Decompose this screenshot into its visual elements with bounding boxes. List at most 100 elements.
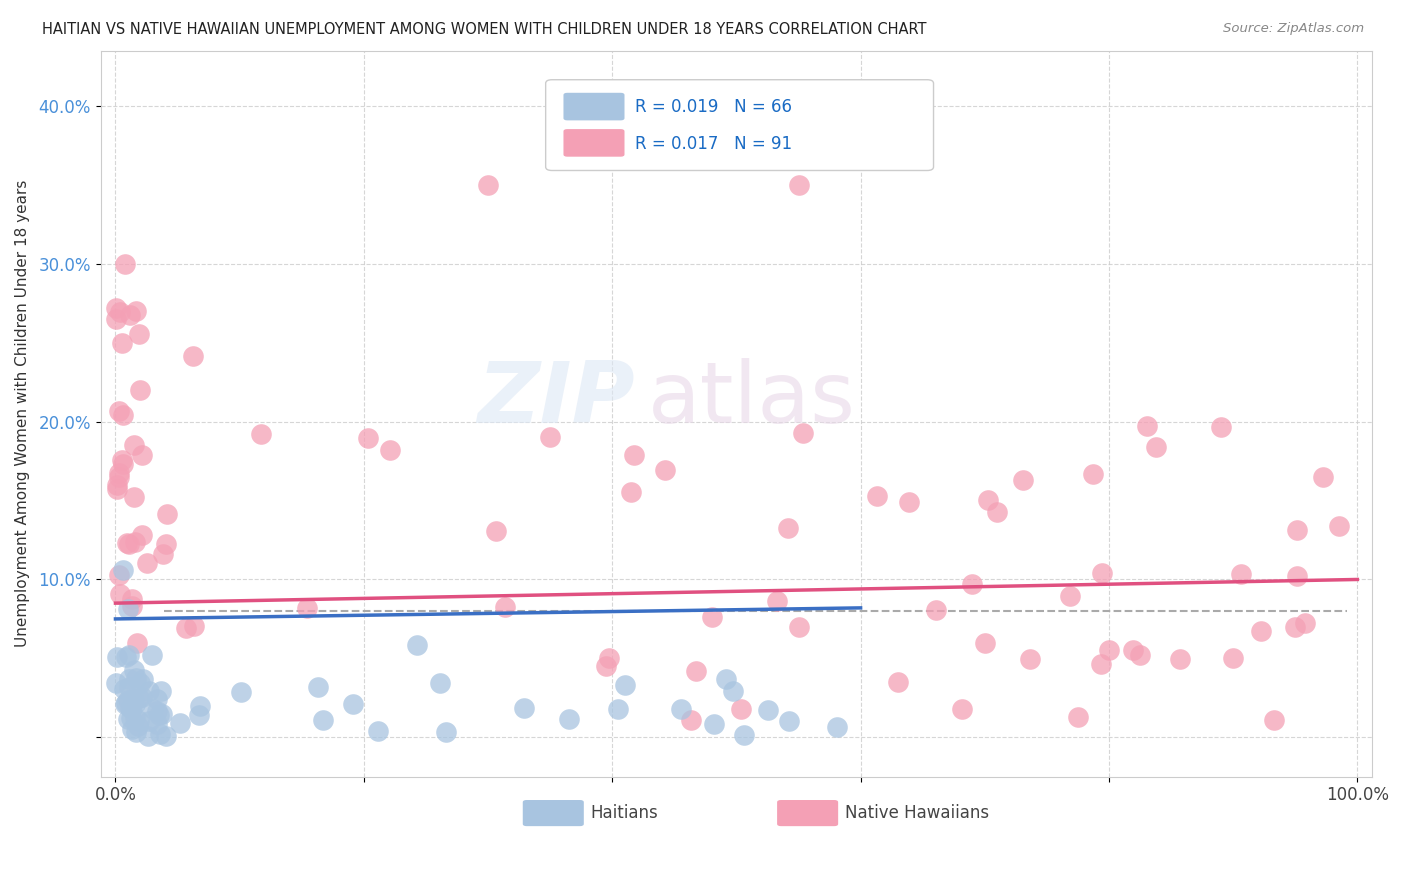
Point xyxy=(700,609,723,624)
Point xyxy=(960,577,983,591)
Point xyxy=(174,621,197,635)
Point xyxy=(107,568,129,582)
Point xyxy=(1170,652,1192,666)
Point xyxy=(114,649,136,664)
Point xyxy=(787,178,810,192)
Point xyxy=(105,478,128,492)
Point xyxy=(1284,620,1306,634)
Point xyxy=(127,635,149,649)
Point xyxy=(1059,589,1081,603)
Point xyxy=(112,457,135,471)
Point xyxy=(1019,652,1042,666)
FancyBboxPatch shape xyxy=(546,79,934,170)
Text: HAITIAN VS NATIVE HAWAIIAN UNEMPLOYMENT AMONG WOMEN WITH CHILDREN UNDER 18 YEARS: HAITIAN VS NATIVE HAWAIIAN UNEMPLOYMENT … xyxy=(42,22,927,37)
Point xyxy=(121,592,143,607)
Point xyxy=(108,305,131,319)
Point xyxy=(115,536,138,550)
Point xyxy=(105,676,128,690)
Point xyxy=(1312,470,1334,484)
Point xyxy=(152,548,174,562)
Point xyxy=(104,301,127,316)
Point xyxy=(117,602,139,616)
Point xyxy=(135,556,157,570)
Point xyxy=(1285,569,1308,583)
Point xyxy=(1263,713,1285,727)
Point xyxy=(312,714,335,728)
Text: Native Hawaiians: Native Hawaiians xyxy=(845,804,988,822)
Point xyxy=(897,495,920,509)
Point xyxy=(434,725,457,739)
FancyBboxPatch shape xyxy=(778,800,838,826)
Point xyxy=(131,690,153,705)
Point xyxy=(973,635,995,649)
Point xyxy=(142,702,165,716)
Point xyxy=(110,587,132,601)
Point xyxy=(112,682,135,697)
Point xyxy=(378,443,401,458)
Point xyxy=(148,708,170,723)
Text: R = 0.017   N = 91: R = 0.017 N = 91 xyxy=(634,135,792,153)
Point xyxy=(606,702,628,716)
Point xyxy=(111,563,134,577)
Point xyxy=(249,427,271,442)
Text: atlas: atlas xyxy=(647,358,855,441)
Point xyxy=(721,684,744,698)
Point xyxy=(105,482,128,496)
Point xyxy=(114,257,136,271)
Point xyxy=(125,303,148,318)
Point xyxy=(188,699,211,714)
Point xyxy=(716,672,738,686)
Point xyxy=(1230,567,1253,582)
Point xyxy=(681,713,703,727)
Point xyxy=(118,537,141,551)
Point xyxy=(367,723,389,738)
Point xyxy=(485,524,508,538)
Point xyxy=(146,704,169,718)
Point xyxy=(623,448,645,462)
Point xyxy=(149,684,172,698)
Point xyxy=(1067,710,1090,724)
Point xyxy=(141,648,163,662)
Text: ZIP: ZIP xyxy=(477,358,634,441)
Point xyxy=(558,712,581,726)
Point xyxy=(124,710,146,724)
Point xyxy=(357,431,380,445)
Point xyxy=(827,721,849,735)
Point xyxy=(124,698,146,712)
Point xyxy=(730,702,752,716)
Point xyxy=(169,716,191,731)
Point xyxy=(138,683,160,698)
Point xyxy=(1294,615,1316,630)
Point xyxy=(128,691,150,706)
Point xyxy=(654,463,676,477)
Point xyxy=(1286,523,1309,537)
Point xyxy=(155,537,177,551)
Point xyxy=(127,718,149,732)
Point xyxy=(118,673,141,687)
FancyBboxPatch shape xyxy=(564,129,624,157)
Point xyxy=(121,701,143,715)
Point xyxy=(703,716,725,731)
Point xyxy=(121,722,143,736)
Point xyxy=(120,711,142,725)
Point xyxy=(150,707,173,722)
Point xyxy=(114,697,136,711)
Point xyxy=(787,620,810,634)
Point xyxy=(156,507,179,521)
Point xyxy=(538,430,561,444)
Point xyxy=(766,594,789,608)
Point xyxy=(114,697,136,711)
Point xyxy=(1129,648,1152,663)
Point xyxy=(1012,473,1035,487)
Point xyxy=(107,466,129,480)
Point xyxy=(149,727,172,741)
Point xyxy=(494,600,516,615)
Point xyxy=(733,728,755,742)
Point xyxy=(977,492,1000,507)
Point xyxy=(145,717,167,731)
Point xyxy=(131,528,153,542)
Point xyxy=(685,664,707,678)
Point xyxy=(121,599,143,614)
Point xyxy=(146,692,169,706)
Point xyxy=(1136,419,1159,434)
